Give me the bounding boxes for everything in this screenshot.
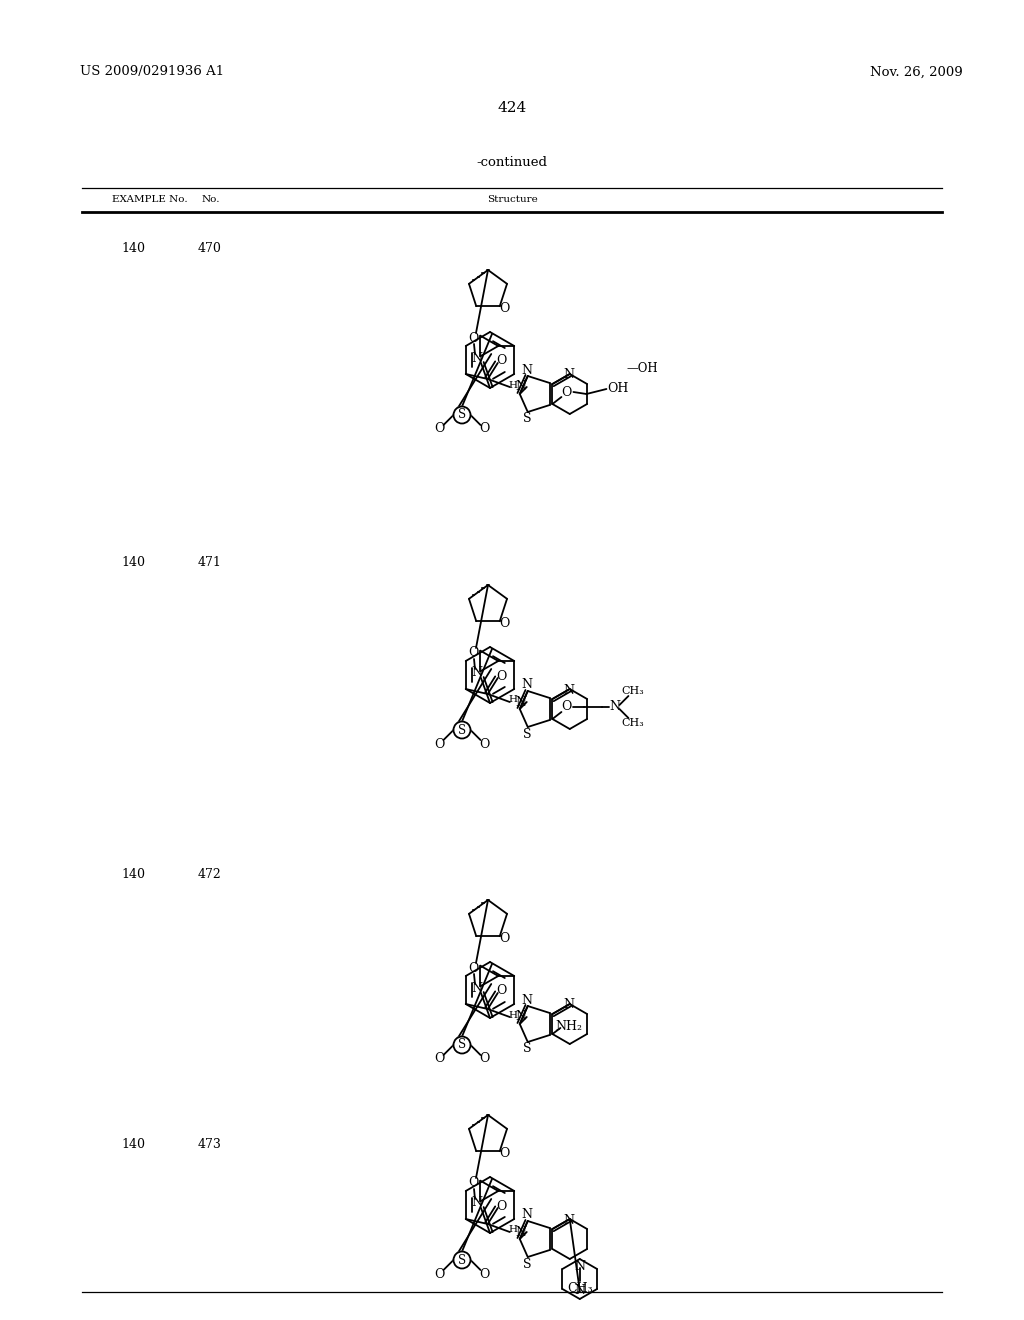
Text: No.: No.	[202, 195, 220, 205]
Text: N: N	[563, 1213, 574, 1226]
Text: 424: 424	[498, 102, 526, 115]
Text: N: N	[515, 1225, 526, 1238]
Text: S: S	[522, 412, 531, 425]
Text: O: O	[479, 1267, 489, 1280]
Text: N: N	[521, 994, 532, 1006]
Text: 140: 140	[121, 557, 145, 569]
Text: 471: 471	[198, 557, 222, 569]
Text: O: O	[434, 1052, 444, 1065]
Text: O: O	[479, 1052, 489, 1065]
Text: S: S	[458, 408, 466, 421]
Text: O: O	[561, 701, 571, 714]
Circle shape	[454, 1036, 470, 1053]
Text: O: O	[497, 1200, 507, 1213]
Text: O: O	[434, 738, 444, 751]
Text: O: O	[434, 422, 444, 436]
Text: CH₃: CH₃	[621, 686, 644, 696]
Text: N: N	[563, 684, 574, 697]
Text: 470: 470	[198, 242, 222, 255]
Text: 472: 472	[198, 869, 222, 882]
Text: Structure: Structure	[486, 195, 538, 205]
Text: S: S	[522, 727, 531, 741]
Text: N: N	[521, 678, 532, 692]
Text: O: O	[479, 422, 489, 436]
Text: EXAMPLE No.: EXAMPLE No.	[112, 195, 187, 205]
Text: O: O	[468, 647, 478, 660]
Text: O: O	[500, 616, 510, 630]
Text: O: O	[500, 1147, 510, 1160]
Text: Nov. 26, 2009: Nov. 26, 2009	[870, 66, 963, 78]
Text: 140: 140	[121, 242, 145, 255]
Text: O: O	[479, 738, 489, 751]
Text: O: O	[497, 669, 507, 682]
Text: S: S	[458, 1254, 466, 1266]
Text: OH: OH	[607, 383, 629, 396]
Text: N: N	[515, 696, 526, 709]
Text: H: H	[508, 1225, 517, 1234]
Text: O: O	[497, 985, 507, 998]
Text: N: N	[471, 982, 482, 994]
Text: N: N	[471, 351, 482, 364]
Text: US 2009/0291936 A1: US 2009/0291936 A1	[80, 66, 224, 78]
Text: N: N	[521, 363, 532, 376]
Text: N: N	[521, 1209, 532, 1221]
Text: 140: 140	[121, 1138, 145, 1151]
Circle shape	[454, 407, 470, 424]
Text: S: S	[522, 1043, 531, 1056]
Text: N: N	[471, 1196, 482, 1209]
Text: N: N	[609, 701, 620, 714]
Text: -continued: -continued	[476, 156, 548, 169]
Circle shape	[454, 1251, 470, 1269]
Text: N: N	[563, 998, 574, 1011]
Text: H: H	[508, 696, 517, 705]
Text: S: S	[522, 1258, 531, 1270]
Text: N: N	[515, 380, 526, 393]
Text: N: N	[471, 667, 482, 680]
Text: N: N	[574, 1284, 586, 1298]
Text: H: H	[508, 1011, 517, 1019]
Text: O: O	[468, 961, 478, 974]
Text: CH₃: CH₃	[567, 1283, 593, 1295]
Text: S: S	[458, 723, 466, 737]
Circle shape	[454, 722, 470, 738]
Text: 140: 140	[121, 869, 145, 882]
Text: N: N	[563, 368, 574, 381]
Text: O: O	[497, 355, 507, 367]
Text: O: O	[561, 385, 571, 399]
Text: N: N	[574, 1261, 586, 1274]
Text: CH₃: CH₃	[621, 718, 644, 729]
Text: O: O	[500, 302, 510, 314]
Text: O: O	[500, 932, 510, 945]
Text: O: O	[434, 1267, 444, 1280]
Text: 473: 473	[198, 1138, 222, 1151]
Text: H: H	[508, 380, 517, 389]
Text: NH₂: NH₂	[555, 1019, 582, 1032]
Text: N: N	[515, 1011, 526, 1023]
Text: O: O	[468, 1176, 478, 1189]
Text: —OH: —OH	[627, 363, 658, 375]
Text: O: O	[468, 331, 478, 345]
Text: S: S	[458, 1039, 466, 1052]
